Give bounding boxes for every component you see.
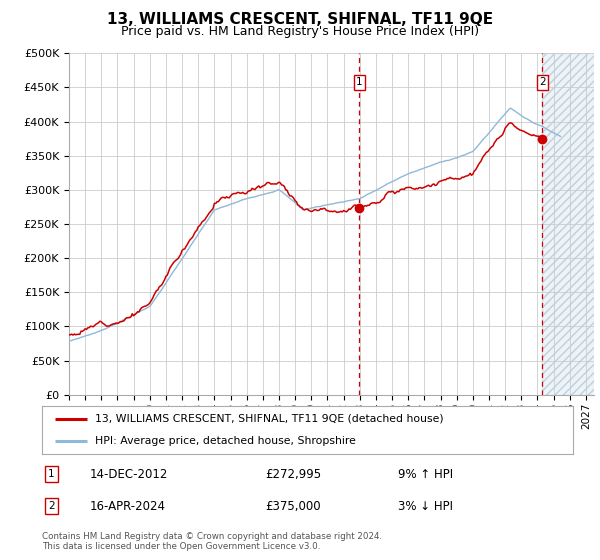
Text: Contains HM Land Registry data © Crown copyright and database right 2024.
This d: Contains HM Land Registry data © Crown c… bbox=[42, 532, 382, 552]
Bar bbox=[542, 53, 594, 395]
Text: 9% ↑ HPI: 9% ↑ HPI bbox=[398, 468, 453, 480]
Text: 16-APR-2024: 16-APR-2024 bbox=[90, 500, 166, 513]
Text: £375,000: £375,000 bbox=[265, 500, 320, 513]
Text: 13, WILLIAMS CRESCENT, SHIFNAL, TF11 9QE (detached house): 13, WILLIAMS CRESCENT, SHIFNAL, TF11 9QE… bbox=[95, 414, 444, 424]
Text: 2: 2 bbox=[48, 501, 55, 511]
Text: 3% ↓ HPI: 3% ↓ HPI bbox=[398, 500, 453, 513]
Text: 1: 1 bbox=[356, 77, 362, 87]
Text: 1: 1 bbox=[48, 469, 55, 479]
Text: Price paid vs. HM Land Registry's House Price Index (HPI): Price paid vs. HM Land Registry's House … bbox=[121, 25, 479, 38]
Text: £272,995: £272,995 bbox=[265, 468, 321, 480]
Text: 13, WILLIAMS CRESCENT, SHIFNAL, TF11 9QE: 13, WILLIAMS CRESCENT, SHIFNAL, TF11 9QE bbox=[107, 12, 493, 27]
Text: 14-DEC-2012: 14-DEC-2012 bbox=[90, 468, 168, 480]
Text: 2: 2 bbox=[539, 77, 545, 87]
Bar bbox=[542, 53, 594, 395]
Text: HPI: Average price, detached house, Shropshire: HPI: Average price, detached house, Shro… bbox=[95, 436, 356, 446]
